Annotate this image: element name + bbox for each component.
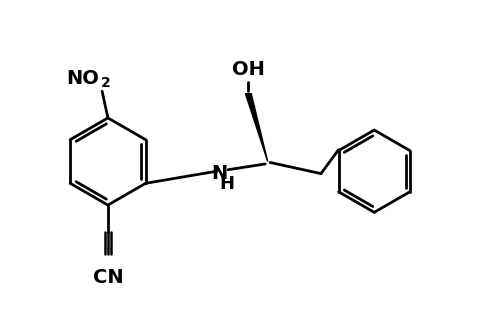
Polygon shape: [245, 94, 268, 162]
Text: OH: OH: [232, 60, 265, 79]
Text: NO: NO: [66, 69, 99, 88]
Text: CN: CN: [93, 268, 123, 287]
Text: N: N: [211, 164, 227, 183]
Text: 2: 2: [101, 76, 111, 90]
Text: H: H: [219, 175, 234, 193]
